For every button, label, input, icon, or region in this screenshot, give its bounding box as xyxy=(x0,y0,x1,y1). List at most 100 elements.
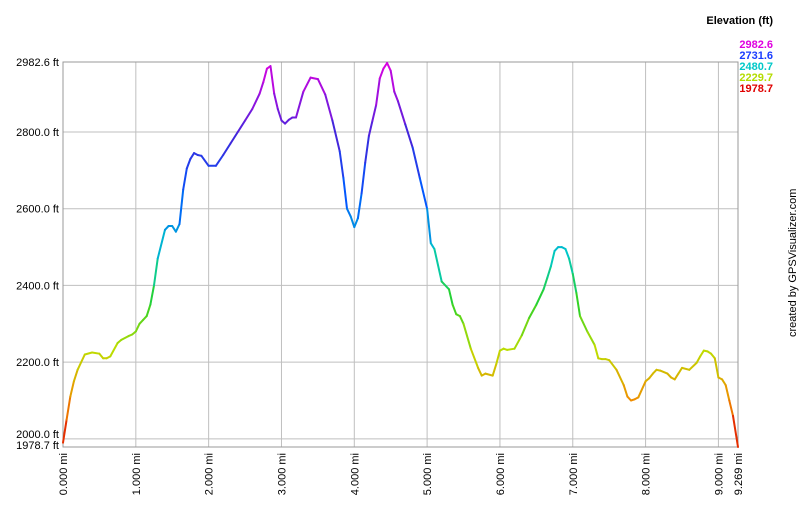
elevation-line-segment xyxy=(316,78,327,96)
x-tick-label: 8.000 mi xyxy=(641,453,653,495)
elevation-line-segment xyxy=(269,65,276,95)
elevation-line-segment xyxy=(506,347,516,351)
elevation-line-segment xyxy=(673,372,680,381)
elevation-line-segment xyxy=(346,207,352,218)
elevation-line-segment xyxy=(426,207,432,245)
elevation-line-segment xyxy=(728,399,734,417)
elevation-line-segment xyxy=(174,223,181,233)
x-tick-label: 4.000 mi xyxy=(349,453,361,495)
elevation-line-segment xyxy=(375,77,381,107)
elevation-line-segment xyxy=(448,288,454,306)
elevation-line-segment xyxy=(145,303,152,318)
elevation-line-segment xyxy=(120,335,130,341)
x-tick-label: 2.000 mi xyxy=(204,453,216,495)
elevation-line-segment xyxy=(593,343,600,360)
elevation-line-segment xyxy=(677,366,683,375)
elevation-line-segment xyxy=(62,418,68,444)
elevation-line-segment xyxy=(469,347,480,369)
elevation-line-segment xyxy=(535,288,545,306)
elevation-line-segment xyxy=(564,248,571,260)
elevation-line-segment xyxy=(699,349,705,358)
x-tick-label: 0.000 mi xyxy=(58,453,70,495)
elevation-line-segment xyxy=(276,108,283,122)
y-tick-label: 2600.0 ft xyxy=(16,204,59,216)
elevation-line-segment xyxy=(586,330,596,346)
elevation-line-segment xyxy=(451,303,458,316)
x-axis-tick-labels: 0.000 mi 1.000 mi 2.000 mi 3.000 mi 4.000 mi… xyxy=(58,453,745,495)
legend-entry: 2480.7 xyxy=(739,61,773,73)
elevation-line-segment xyxy=(178,188,185,226)
elevation-series xyxy=(62,62,739,448)
elevation-line-segment xyxy=(156,228,166,260)
elevation-line-segment xyxy=(367,119,374,137)
elevation-legend: Elevation (ft) 2982.62731.62480.72229.71… xyxy=(706,15,773,95)
elevation-line-segment xyxy=(389,69,396,93)
x-tick-label: 7.000 mi xyxy=(568,453,580,495)
elevation-line-segment xyxy=(520,317,531,337)
elevation-line-segment xyxy=(338,150,345,179)
elevation-line-segment xyxy=(189,152,196,160)
elevation-line-segment xyxy=(349,215,356,229)
elevation-line-segment xyxy=(353,217,359,229)
elevation-line-segment xyxy=(83,351,94,356)
elevation-line-segment xyxy=(185,157,192,170)
credit-text: created by GPSVisualizer.com xyxy=(787,189,799,337)
elevation-line-segment xyxy=(356,192,363,220)
elevation-line-segment xyxy=(484,372,494,377)
elevation-line-segment xyxy=(440,280,450,291)
y-tick-label: 2800.0 ft xyxy=(16,127,59,139)
elevation-line-segment xyxy=(214,154,225,167)
elevation-line-segment xyxy=(568,257,574,275)
elevation-line-segment xyxy=(429,242,436,250)
elevation-line-segment xyxy=(681,366,691,371)
elevation-line-segment xyxy=(513,334,523,350)
elevation-line-segment xyxy=(528,303,538,319)
elevation-line-segment xyxy=(324,93,334,122)
elevation-line-segment xyxy=(200,154,210,167)
legend-entry: 1978.7 xyxy=(739,83,773,95)
y-tick-label: 2400.0 ft xyxy=(16,280,59,292)
x-tick-label: 6.000 mi xyxy=(495,453,507,495)
elevation-line-segment xyxy=(688,361,698,371)
legend-entry: 2731.6 xyxy=(739,50,773,62)
x-tick-label: 9.269 mi xyxy=(733,453,745,495)
elevation-line-segment xyxy=(331,119,341,153)
elevation-line-segment xyxy=(65,395,72,421)
elevation-line-segment xyxy=(433,248,443,283)
elevation-line-segment xyxy=(364,134,370,164)
elevation-line-segment xyxy=(713,357,720,379)
elevation-line-segment xyxy=(342,177,348,210)
x-tick-label: 9.000 mi xyxy=(713,453,725,495)
elevation-line-segment xyxy=(91,351,101,355)
elevation-line-segment xyxy=(495,349,501,365)
elevation-line-segment xyxy=(251,92,261,110)
elevation-line-segment xyxy=(571,272,578,295)
elevation-line-segment xyxy=(637,380,647,399)
grid-lines xyxy=(62,61,739,448)
elevation-line-segment xyxy=(360,161,367,195)
elevation-line-segment xyxy=(295,90,305,119)
y-tick-label: 1978.7 ft xyxy=(16,440,59,452)
x-tick-label: 5.000 mi xyxy=(422,453,434,495)
elevation-line-segment xyxy=(244,108,254,122)
elevation-line-segment xyxy=(69,380,75,398)
elevation-line-segment xyxy=(149,284,155,306)
elevation-line-segment xyxy=(458,315,465,325)
elevation-line-segment xyxy=(418,177,429,210)
elevation-line-segment xyxy=(404,123,414,149)
legend-entry: 2982.6 xyxy=(739,39,773,51)
elevation-line-segment xyxy=(724,384,731,402)
plot-frame xyxy=(62,61,739,448)
elevation-line-segment xyxy=(732,414,739,448)
elevation-line-segment xyxy=(222,142,232,156)
elevation-line-segment xyxy=(393,90,399,103)
elevation-line-segment xyxy=(615,368,625,387)
elevation-line-segment xyxy=(258,81,265,95)
y-tick-label: 2982.6 ft xyxy=(16,57,59,69)
elevation-line-segment xyxy=(236,119,247,133)
y-tick-label: 2000.0 ft xyxy=(16,429,59,441)
elevation-line-segment xyxy=(542,276,549,291)
elevation-line-segment xyxy=(302,76,312,93)
elevation-line-segment xyxy=(549,249,556,268)
